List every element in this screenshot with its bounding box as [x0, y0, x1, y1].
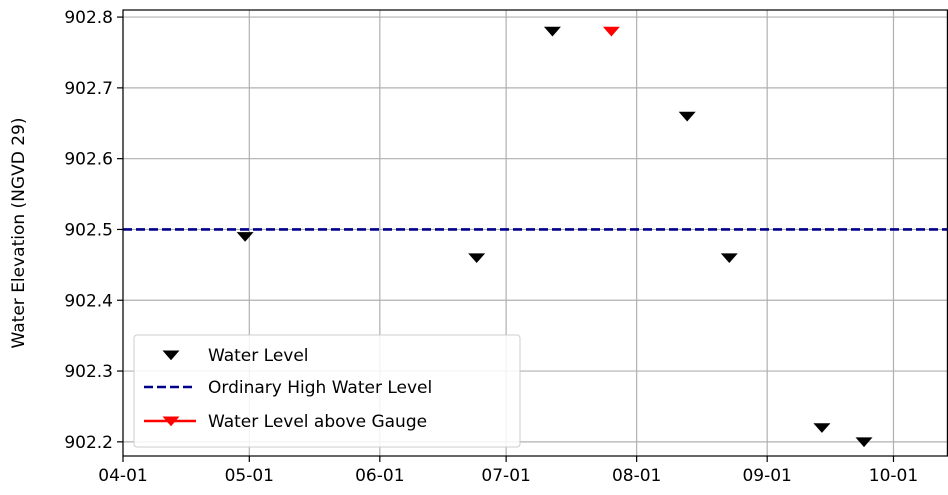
data-point-water-level: [813, 423, 831, 433]
x-tick-label: 04-01: [98, 466, 147, 486]
legend-label-water-level: Water Level: [208, 346, 309, 366]
data-point-water-level: [236, 232, 254, 242]
y-tick-label: 902.7: [64, 79, 113, 99]
legend-label-ordinary-high-water-level: Ordinary High Water Level: [208, 378, 432, 398]
y-tick-label: 902.5: [64, 220, 113, 240]
x-axis: 04-01 05-01 06-01 07-01 08-01 09-01 10-01: [98, 456, 918, 486]
data-point-water-level: [678, 111, 696, 122]
x-tick-label: 10-01: [869, 466, 918, 486]
y-tick-label: 902.3: [64, 362, 113, 382]
legend-marker-above-gauge: [162, 416, 180, 427]
data-point-water-level: [543, 26, 561, 37]
y-axis-label: Water Elevation (NGVD 29): [9, 118, 29, 349]
legend-marker-water-level: [162, 350, 180, 361]
data-point-water-level: [855, 437, 873, 448]
plot-frame: [122, 9, 948, 457]
y-axis: 902.2 902.3 902.4 902.5 902.6 902.7 902.8: [64, 8, 123, 453]
x-tick-label: 09-01: [742, 466, 791, 486]
y-tick-label: 902.6: [64, 150, 113, 170]
x-tick-label: 05-01: [225, 466, 274, 486]
data-point-above-gauge: [602, 26, 620, 37]
y-tick-label: 902.8: [64, 8, 113, 28]
legend: Water Level Ordinary High Water Level Wa…: [133, 334, 521, 448]
y-tick-label: 902.2: [64, 433, 113, 453]
x-tick-label: 07-01: [481, 466, 530, 486]
y-tick-label: 902.4: [64, 291, 113, 311]
x-tick-label: 08-01: [612, 466, 661, 486]
data-point-water-level: [720, 253, 738, 264]
data-point-water-level: [468, 253, 486, 264]
legend-box: [133, 334, 521, 448]
legend-label-water-level-above-gauge: Water Level above Gauge: [208, 412, 427, 432]
x-tick-label: 06-01: [355, 466, 404, 486]
data-series: [123, 26, 948, 448]
